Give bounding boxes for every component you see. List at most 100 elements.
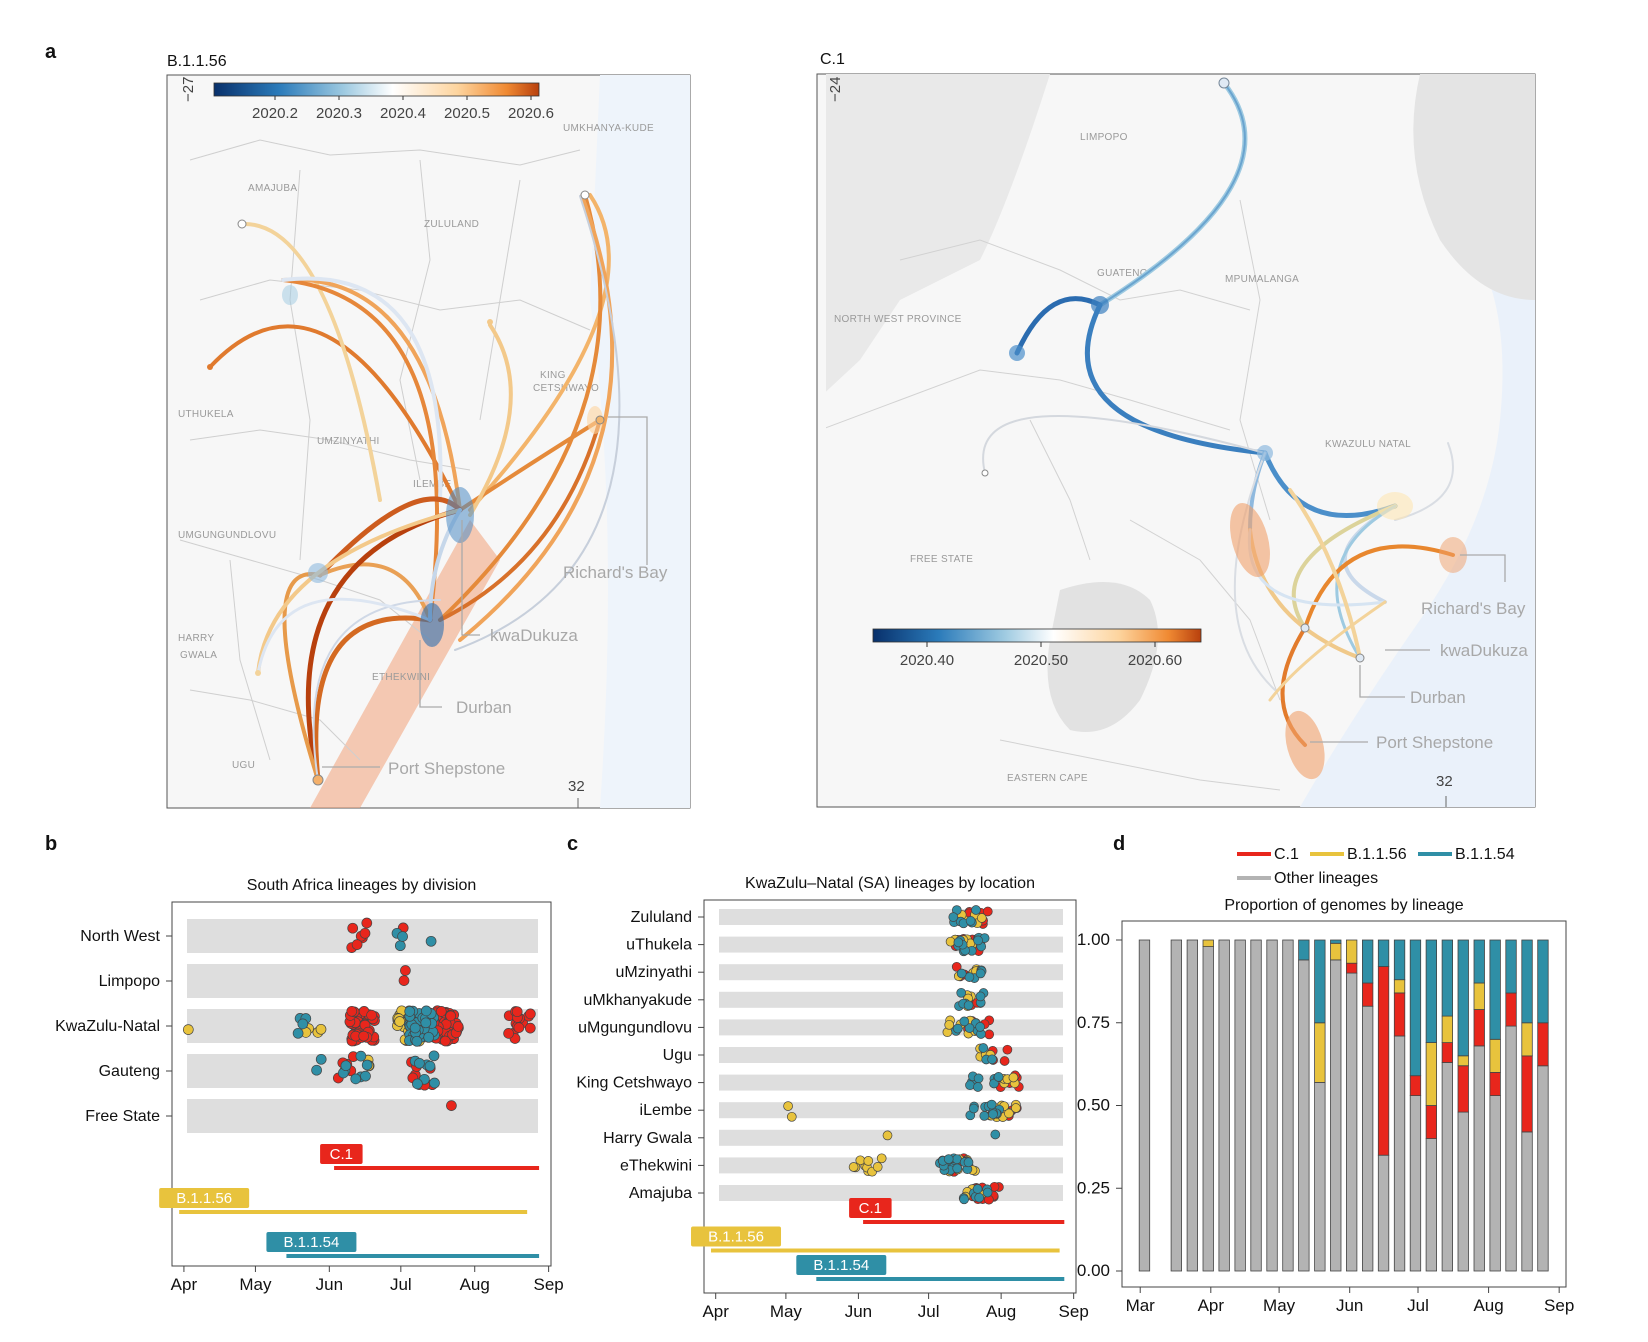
bar-b-1-1-54: [1393, 939, 1406, 981]
point-b-1-1-56: [1004, 1108, 1014, 1119]
point-b-1-1-56: [1011, 1103, 1021, 1113]
bar-b-1-1-56: [1314, 1022, 1326, 1083]
map-right-nodes: [981, 77, 1467, 780]
point-b-1-1-54: [990, 1129, 1001, 1140]
point-b-1-1-54: [412, 1078, 423, 1090]
category-band: [719, 909, 1063, 925]
bar-b-1-1-54: [1330, 939, 1342, 944]
bar-c-1: [1457, 1065, 1469, 1113]
range-tag-c-1: [320, 1144, 363, 1164]
x-tick-label: Jul: [390, 1275, 412, 1294]
point-b-1-1-54: [411, 1035, 423, 1047]
point-b-1-1-56: [876, 1153, 887, 1164]
bar-other-lineages: [1441, 1062, 1453, 1272]
bar-b-1-1-54: [1521, 939, 1533, 1024]
bar-b-1-1-54: [1537, 939, 1549, 1024]
x-tick-label: Jul: [1407, 1296, 1429, 1315]
point-c-1: [398, 975, 410, 986]
point-b-1-1-56: [872, 1162, 883, 1172]
colorbar-tick-label: 2020.3: [316, 105, 362, 122]
point-b-1-1-54: [989, 1078, 999, 1089]
point-b-1-1-56: [863, 1156, 874, 1166]
y-tick-label: 0.00: [1077, 1261, 1110, 1280]
bar-other-lineages: [1425, 1138, 1437, 1272]
x-tick-label: Jul: [918, 1302, 940, 1321]
bar-other-lineages: [1250, 939, 1262, 1272]
colorbar-tick-label: 2020.40: [900, 652, 954, 669]
map-left-colorbar: [213, 82, 540, 97]
bar-c-1: [1521, 1055, 1533, 1133]
point-b-1-1-54: [971, 905, 981, 915]
point-b-1-1-54: [311, 1064, 322, 1076]
map-left-transmission-arcs: [208, 193, 621, 783]
map-right-lon-label: 32: [1436, 773, 1453, 790]
x-tick-label: Sep: [1059, 1302, 1089, 1321]
point-c-1: [435, 1006, 447, 1017]
point-b-1-1-54: [964, 1023, 975, 1033]
map-right-title: C.1: [820, 51, 845, 68]
point-b-1-1-54: [297, 1018, 309, 1030]
bar-b-1-1-56: [1425, 1042, 1437, 1106]
point-b-1-1-56: [1008, 1072, 1019, 1083]
point-b-1-1-54: [959, 1016, 970, 1027]
category-label-umzinyathi: uMzinyathi: [616, 964, 692, 981]
legend-label-other-lineages: Other lineages: [1274, 870, 1378, 887]
bar-other-lineages: [1266, 939, 1278, 1272]
category-label-gauteng: Gauteng: [99, 1063, 160, 1080]
bar-b-1-1-56: [1521, 1022, 1533, 1057]
bar-b-1-1-56: [1457, 1055, 1469, 1067]
point-b-1-1-54: [350, 1073, 362, 1085]
category-band: [719, 1019, 1063, 1036]
bar-other-lineages: [1330, 959, 1342, 1272]
point-b-1-1-54: [965, 1080, 975, 1091]
map-right-colorbar: [872, 628, 1202, 643]
bar-other-lineages: [1537, 1065, 1549, 1272]
y-tick-label: 0.25: [1077, 1178, 1110, 1197]
map-right-region-4: KWAZULU NATAL: [1325, 439, 1411, 450]
x-tick-label: Apr: [1198, 1296, 1225, 1315]
point-c-1: [1002, 1044, 1013, 1055]
point-b-1-1-54: [965, 916, 976, 926]
range-tag-label: B.1.1.56: [176, 1190, 232, 1207]
point-c-1: [446, 1100, 457, 1111]
point-b-1-1-54: [973, 1073, 984, 1084]
point-b-1-1-54: [986, 1099, 997, 1110]
category-label-ethekwini: eThekwini: [620, 1157, 692, 1174]
map-left-region-8: UMGUNGUNDLOVU: [178, 530, 276, 541]
bar-b-1-1-54: [1489, 939, 1501, 1040]
map-right-lat-label: −24: [827, 77, 844, 102]
map-left-region-3: KING: [540, 370, 566, 381]
bar-other-lineages: [1473, 1045, 1485, 1272]
x-tick-label: Jun: [316, 1275, 343, 1294]
category-label-amajuba: Amajuba: [629, 1185, 692, 1202]
panel-label-a: a: [45, 41, 57, 63]
panel-b-chart: South Africa lineages by division North W…: [55, 877, 564, 1294]
range-tag-b-1-1-56: [159, 1188, 250, 1208]
bar-other-lineages: [1314, 1081, 1326, 1272]
point-b-1-1-54: [952, 1023, 963, 1034]
point-b-1-1-54: [355, 1050, 367, 1062]
point-b-1-1-56: [394, 1016, 406, 1027]
legend-label-c-1: C.1: [1274, 846, 1299, 863]
map-right-region-2: MPUMALANGA: [1225, 274, 1299, 285]
bar-b-1-1-54: [1377, 939, 1390, 967]
point-c-1: [951, 961, 962, 972]
bar-c-1: [1473, 1009, 1485, 1047]
bar-other-lineages: [1202, 946, 1214, 1272]
range-tag-b-1-1-54: [266, 1232, 357, 1252]
category-label-ilembe: iLembe: [640, 1102, 693, 1119]
bar-b-1-1-56: [1489, 1038, 1501, 1073]
category-band: [719, 936, 1063, 953]
range-tag-b-1-1-54: [796, 1255, 887, 1275]
point-b-1-1-54: [959, 1194, 969, 1205]
map-right-region-3: NORTH WEST PROVINCE: [834, 314, 962, 325]
bar-other-lineages: [1457, 1111, 1469, 1272]
range-tag-c-1: [849, 1198, 892, 1218]
point-c-1: [982, 906, 993, 917]
panel-label-b: b: [45, 833, 57, 855]
point-c-1: [358, 1030, 370, 1042]
x-tick-label: Aug: [1473, 1296, 1503, 1315]
bar-b-1-1-54: [1473, 939, 1485, 984]
bar-other-lineages: [1186, 939, 1198, 1272]
point-b-1-1-54: [973, 1082, 983, 1092]
